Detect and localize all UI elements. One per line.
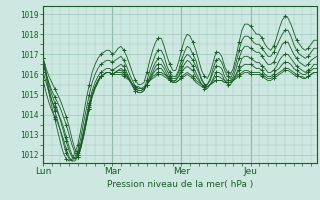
X-axis label: Pression niveau de la mer( hPa ): Pression niveau de la mer( hPa ) [107, 180, 253, 189]
